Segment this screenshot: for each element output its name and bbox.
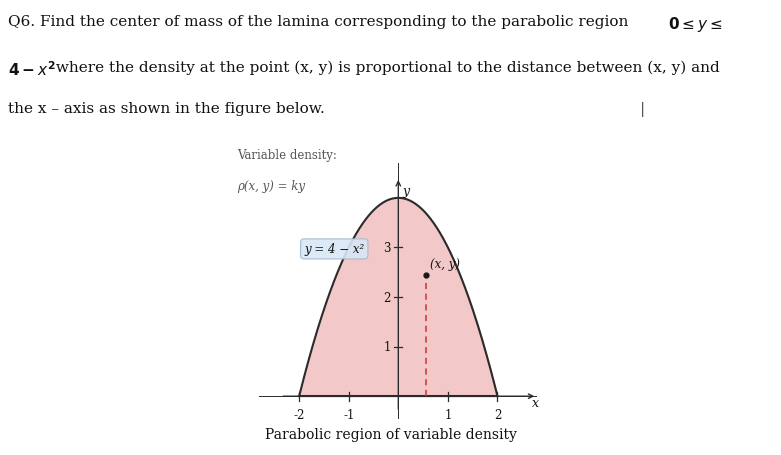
Text: 1: 1 [444, 409, 451, 421]
Text: x: x [532, 396, 539, 409]
Text: $\mathbf{4 - \mathit{x}^2}$: $\mathbf{4 - \mathit{x}^2}$ [8, 60, 55, 79]
Text: -2: -2 [294, 409, 305, 421]
Text: y: y [402, 185, 409, 198]
Text: (x, y): (x, y) [430, 258, 459, 271]
Text: y = 4 − x²: y = 4 − x² [304, 243, 365, 256]
Text: 3: 3 [383, 242, 390, 254]
Text: ρ(x, y) = ky: ρ(x, y) = ky [237, 180, 305, 193]
Text: 2: 2 [383, 291, 390, 304]
Text: $\mathbf{0} \leq \mathit{y} \leq$: $\mathbf{0} \leq \mathit{y} \leq$ [668, 15, 722, 34]
Text: Variable density:: Variable density: [237, 148, 337, 162]
Text: Q6. Find the center of mass of the lamina corresponding to the parabolic region: Q6. Find the center of mass of the lamin… [8, 15, 633, 29]
Text: 1: 1 [383, 340, 390, 354]
Text: -1: -1 [343, 409, 355, 421]
Text: 2: 2 [494, 409, 501, 421]
Text: the x – axis as shown in the figure below.: the x – axis as shown in the figure belo… [8, 102, 325, 116]
Text: |: | [640, 102, 645, 117]
Text: Parabolic region of variable density: Parabolic region of variable density [265, 428, 516, 441]
Text: where the density at the point (x, y) is proportional to the distance between (x: where the density at the point (x, y) is… [51, 60, 720, 75]
